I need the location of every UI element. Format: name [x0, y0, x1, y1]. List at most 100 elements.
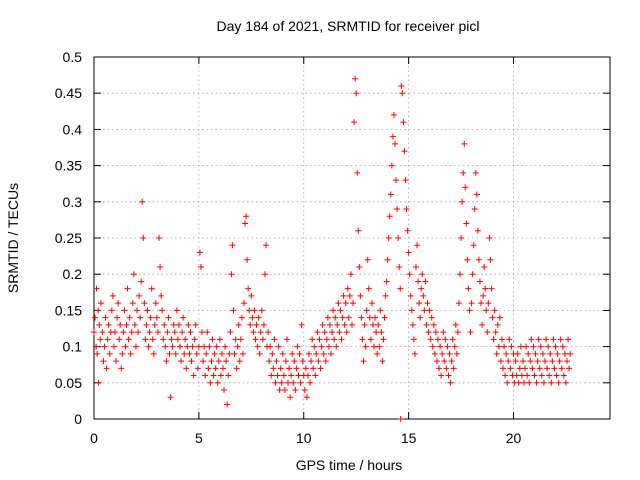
data-point: [263, 242, 269, 249]
data-point: [557, 336, 564, 343]
data-point: [200, 358, 207, 365]
data-point: [369, 321, 376, 328]
data-point: [331, 336, 338, 343]
data-point: [366, 314, 373, 321]
data-point: [411, 350, 418, 357]
data-point: [352, 75, 359, 82]
data-point: [249, 314, 256, 321]
data-point: [199, 329, 206, 336]
data-point: [334, 321, 341, 328]
data-point: [281, 387, 288, 394]
data-point: [408, 307, 415, 314]
data-point: [242, 220, 249, 227]
data-point: [95, 307, 102, 314]
data-point: [495, 343, 502, 350]
data-point: [306, 350, 312, 357]
data-point: [492, 329, 499, 336]
data-point: [295, 372, 302, 379]
data-point: [253, 321, 260, 328]
data-point: [435, 336, 441, 343]
y-tick-label: 0.25: [55, 230, 82, 246]
data-point: [274, 372, 281, 379]
data-point: [147, 314, 154, 321]
data-point: [286, 365, 293, 372]
data-point: [168, 336, 175, 343]
data-point: [431, 350, 438, 357]
data-point: [357, 292, 364, 299]
data-point: [111, 329, 118, 336]
data-point: [137, 314, 144, 321]
data-point: [234, 343, 241, 350]
data-point: [469, 271, 476, 278]
data-point: [402, 177, 409, 184]
data-point: [152, 300, 159, 307]
data-point: [261, 271, 268, 278]
data-point: [325, 343, 332, 350]
data-point: [437, 343, 444, 350]
data-point: [556, 358, 563, 365]
data-point: [204, 329, 211, 336]
data-point: [546, 372, 553, 379]
data-point: [96, 321, 103, 328]
data-point: [218, 350, 225, 357]
data-point: [247, 321, 254, 328]
data-point: [115, 300, 122, 307]
data-point: [298, 321, 305, 328]
data-point: [226, 350, 233, 357]
data-point: [95, 379, 102, 386]
data-point: [451, 343, 458, 350]
data-point: [356, 263, 363, 270]
data-point: [250, 329, 257, 336]
data-point: [485, 300, 492, 307]
data-point: [287, 394, 294, 401]
data-point: [343, 329, 350, 336]
data-point: [453, 350, 460, 357]
y-tick-label: 0: [74, 411, 82, 427]
data-point: [141, 300, 148, 307]
data-point: [443, 365, 450, 372]
data-point: [439, 350, 446, 357]
chart-title: Day 184 of 2021, SRMTID for receiver pic…: [217, 18, 480, 34]
data-point: [346, 292, 353, 299]
data-point: [196, 249, 203, 256]
data-point: [471, 206, 478, 213]
data-point: [417, 314, 424, 321]
data-point: [429, 343, 436, 350]
y-tick-label: 0.3: [63, 194, 83, 210]
data-point: [399, 90, 406, 97]
data-point: [158, 292, 165, 299]
data-point: [438, 372, 445, 379]
data-point: [527, 358, 534, 365]
y-tick-label: 0.05: [55, 375, 82, 391]
data-point: [405, 249, 412, 256]
data-point: [186, 350, 193, 357]
data-point: [170, 321, 177, 328]
data-point: [384, 256, 391, 263]
data-point: [290, 379, 297, 386]
data-point: [457, 271, 464, 278]
data-point: [239, 350, 246, 357]
data-point: [494, 321, 501, 328]
data-point: [330, 307, 337, 314]
data-point: [310, 365, 317, 372]
data-point: [237, 336, 244, 343]
data-point: [415, 278, 422, 285]
data-point: [285, 379, 292, 386]
data-points: [91, 75, 574, 422]
data-point: [467, 329, 474, 336]
data-point: [351, 119, 358, 126]
data-point: [299, 358, 306, 365]
data-point: [209, 336, 216, 343]
data-point: [314, 329, 321, 336]
data-point: [554, 350, 561, 357]
data-point: [110, 343, 117, 350]
data-point: [354, 169, 361, 176]
data-point: [419, 271, 426, 278]
data-point: [136, 292, 143, 299]
data-point: [387, 191, 394, 198]
data-point: [552, 343, 559, 350]
data-point: [303, 394, 310, 401]
data-point: [163, 358, 170, 365]
data-point: [243, 213, 250, 220]
data-point: [207, 379, 214, 386]
